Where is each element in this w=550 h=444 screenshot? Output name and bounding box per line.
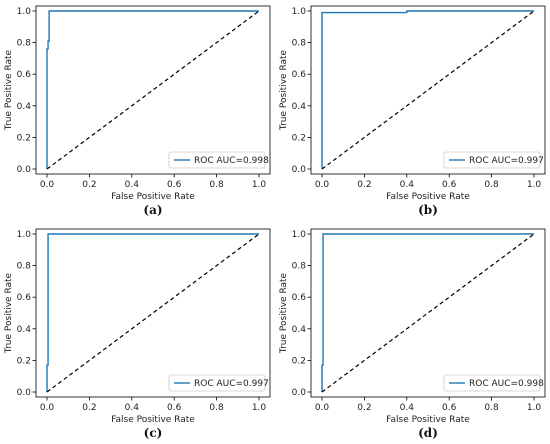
y-tick-label: 0.6	[17, 293, 32, 303]
x-tick-label: 0.4	[125, 403, 140, 413]
y-tick-label: 0.8	[292, 262, 307, 272]
y-axis-label: True Positive Rate	[279, 272, 289, 354]
axes-frame	[35, 5, 271, 175]
y-tick-label: 0.0	[17, 388, 32, 398]
legend-box	[168, 374, 266, 392]
legend-label: ROC AUC=0.998	[469, 379, 544, 389]
chart-panel: 0.0 0.2 0.4 0.6 0.8 1.0 0.0 0.2 0.4 0.6 0.8 1.0 Fals…	[279, 228, 546, 440]
x-tick-label: 0.4	[400, 403, 415, 413]
y-tick-label: 0.8	[17, 262, 32, 272]
legend-label: ROC AUC=0.997	[194, 379, 269, 389]
y-tick-label: 0.4	[17, 102, 32, 112]
x-tick-label: 0.2	[357, 403, 371, 413]
y-tick-label: 0.8	[17, 39, 32, 49]
x-tick-label: 0.2	[82, 403, 96, 413]
y-tick-label: 0.0	[17, 165, 32, 175]
y-tick-label: 0.4	[17, 325, 32, 335]
x-tick-label: 0.0	[40, 180, 55, 190]
y-tick-label: 1.0	[17, 230, 32, 240]
x-tick-label: 0.8	[484, 180, 499, 190]
panel-label: (d)	[418, 426, 438, 440]
y-tick-label: 0.6	[292, 70, 307, 80]
x-tick-label: 0.8	[484, 403, 499, 413]
chance-diagonal-line	[321, 10, 535, 170]
panel-label: (c)	[144, 426, 163, 440]
y-tick-label: 0.2	[17, 356, 31, 366]
x-tick-label: 0.2	[82, 180, 96, 190]
x-tick-label: 0.6	[442, 180, 457, 190]
chance-diagonal-line	[46, 233, 260, 393]
x-tick-label: 0.6	[167, 403, 182, 413]
y-tick-label: 0.0	[292, 165, 307, 175]
y-tick-label: 0.4	[292, 102, 307, 112]
x-tick-label: 0.2	[357, 180, 371, 190]
x-tick-label: 0.4	[125, 180, 140, 190]
chart-panel: 0.0 0.2 0.4 0.6 0.8 1.0 0.0 0.2 0.4 0.6 0.8 1.0 Fals…	[279, 5, 546, 217]
panel-label: (b)	[418, 203, 438, 217]
x-tick-label: 0.0	[315, 180, 330, 190]
x-tick-label: 0.0	[315, 403, 330, 413]
legend-label: ROC AUC=0.997	[469, 156, 544, 166]
x-tick-label: 0.4	[400, 180, 415, 190]
y-tick-label: 0.6	[17, 70, 32, 80]
y-tick-label: 0.2	[292, 356, 306, 366]
x-tick-label: 0.6	[167, 180, 182, 190]
y-tick-label: 0.8	[292, 39, 307, 49]
y-tick-label: 1.0	[17, 7, 32, 17]
legend-box	[168, 151, 266, 169]
axes-frame	[310, 5, 546, 175]
roc-curve-line	[321, 10, 534, 169]
chance-diagonal-line	[321, 233, 535, 393]
x-tick-label: 1.0	[527, 180, 542, 190]
y-tick-label: 1.0	[292, 7, 307, 17]
y-tick-label: 1.0	[292, 230, 307, 240]
y-axis-label: True Positive Rate	[279, 49, 289, 131]
chart-panel: 0.0 0.2 0.4 0.6 0.8 1.0 0.0 0.2 0.4 0.6 0.8 1.0 Fals…	[4, 5, 271, 217]
x-tick-label: 1.0	[252, 180, 267, 190]
x-tick-label: 0.8	[209, 180, 224, 190]
roc-curve-line	[46, 10, 259, 169]
x-axis-label: False Positive Rate	[386, 415, 470, 425]
x-tick-label: 1.0	[527, 403, 542, 413]
axes-frame	[35, 228, 271, 398]
roc-curve-line	[46, 233, 259, 392]
axes-frame	[310, 228, 546, 398]
x-tick-label: 0.6	[442, 403, 457, 413]
x-axis-label: False Positive Rate	[386, 192, 470, 202]
y-axis-label: True Positive Rate	[4, 49, 14, 131]
legend-box	[443, 374, 541, 392]
x-tick-label: 0.8	[209, 403, 224, 413]
y-axis-label: True Positive Rate	[4, 272, 14, 354]
y-tick-label: 0.6	[292, 293, 307, 303]
x-axis-label: False Positive Rate	[111, 415, 195, 425]
y-tick-label: 0.0	[292, 388, 307, 398]
panel-label: (a)	[143, 203, 162, 217]
legend-label: ROC AUC=0.998	[194, 156, 269, 166]
x-tick-label: 0.0	[40, 403, 55, 413]
y-tick-label: 0.2	[292, 133, 306, 143]
x-tick-label: 1.0	[252, 403, 267, 413]
x-axis-label: False Positive Rate	[111, 192, 195, 202]
legend-box	[443, 151, 541, 169]
chart-panel: 0.0 0.2 0.4 0.6 0.8 1.0 0.0 0.2 0.4 0.6 0.8 1.0 Fals…	[4, 228, 271, 440]
y-tick-label: 0.2	[17, 133, 31, 143]
chance-diagonal-line	[46, 10, 260, 170]
y-tick-label: 0.4	[292, 325, 307, 335]
roc-curve-line	[321, 233, 534, 392]
